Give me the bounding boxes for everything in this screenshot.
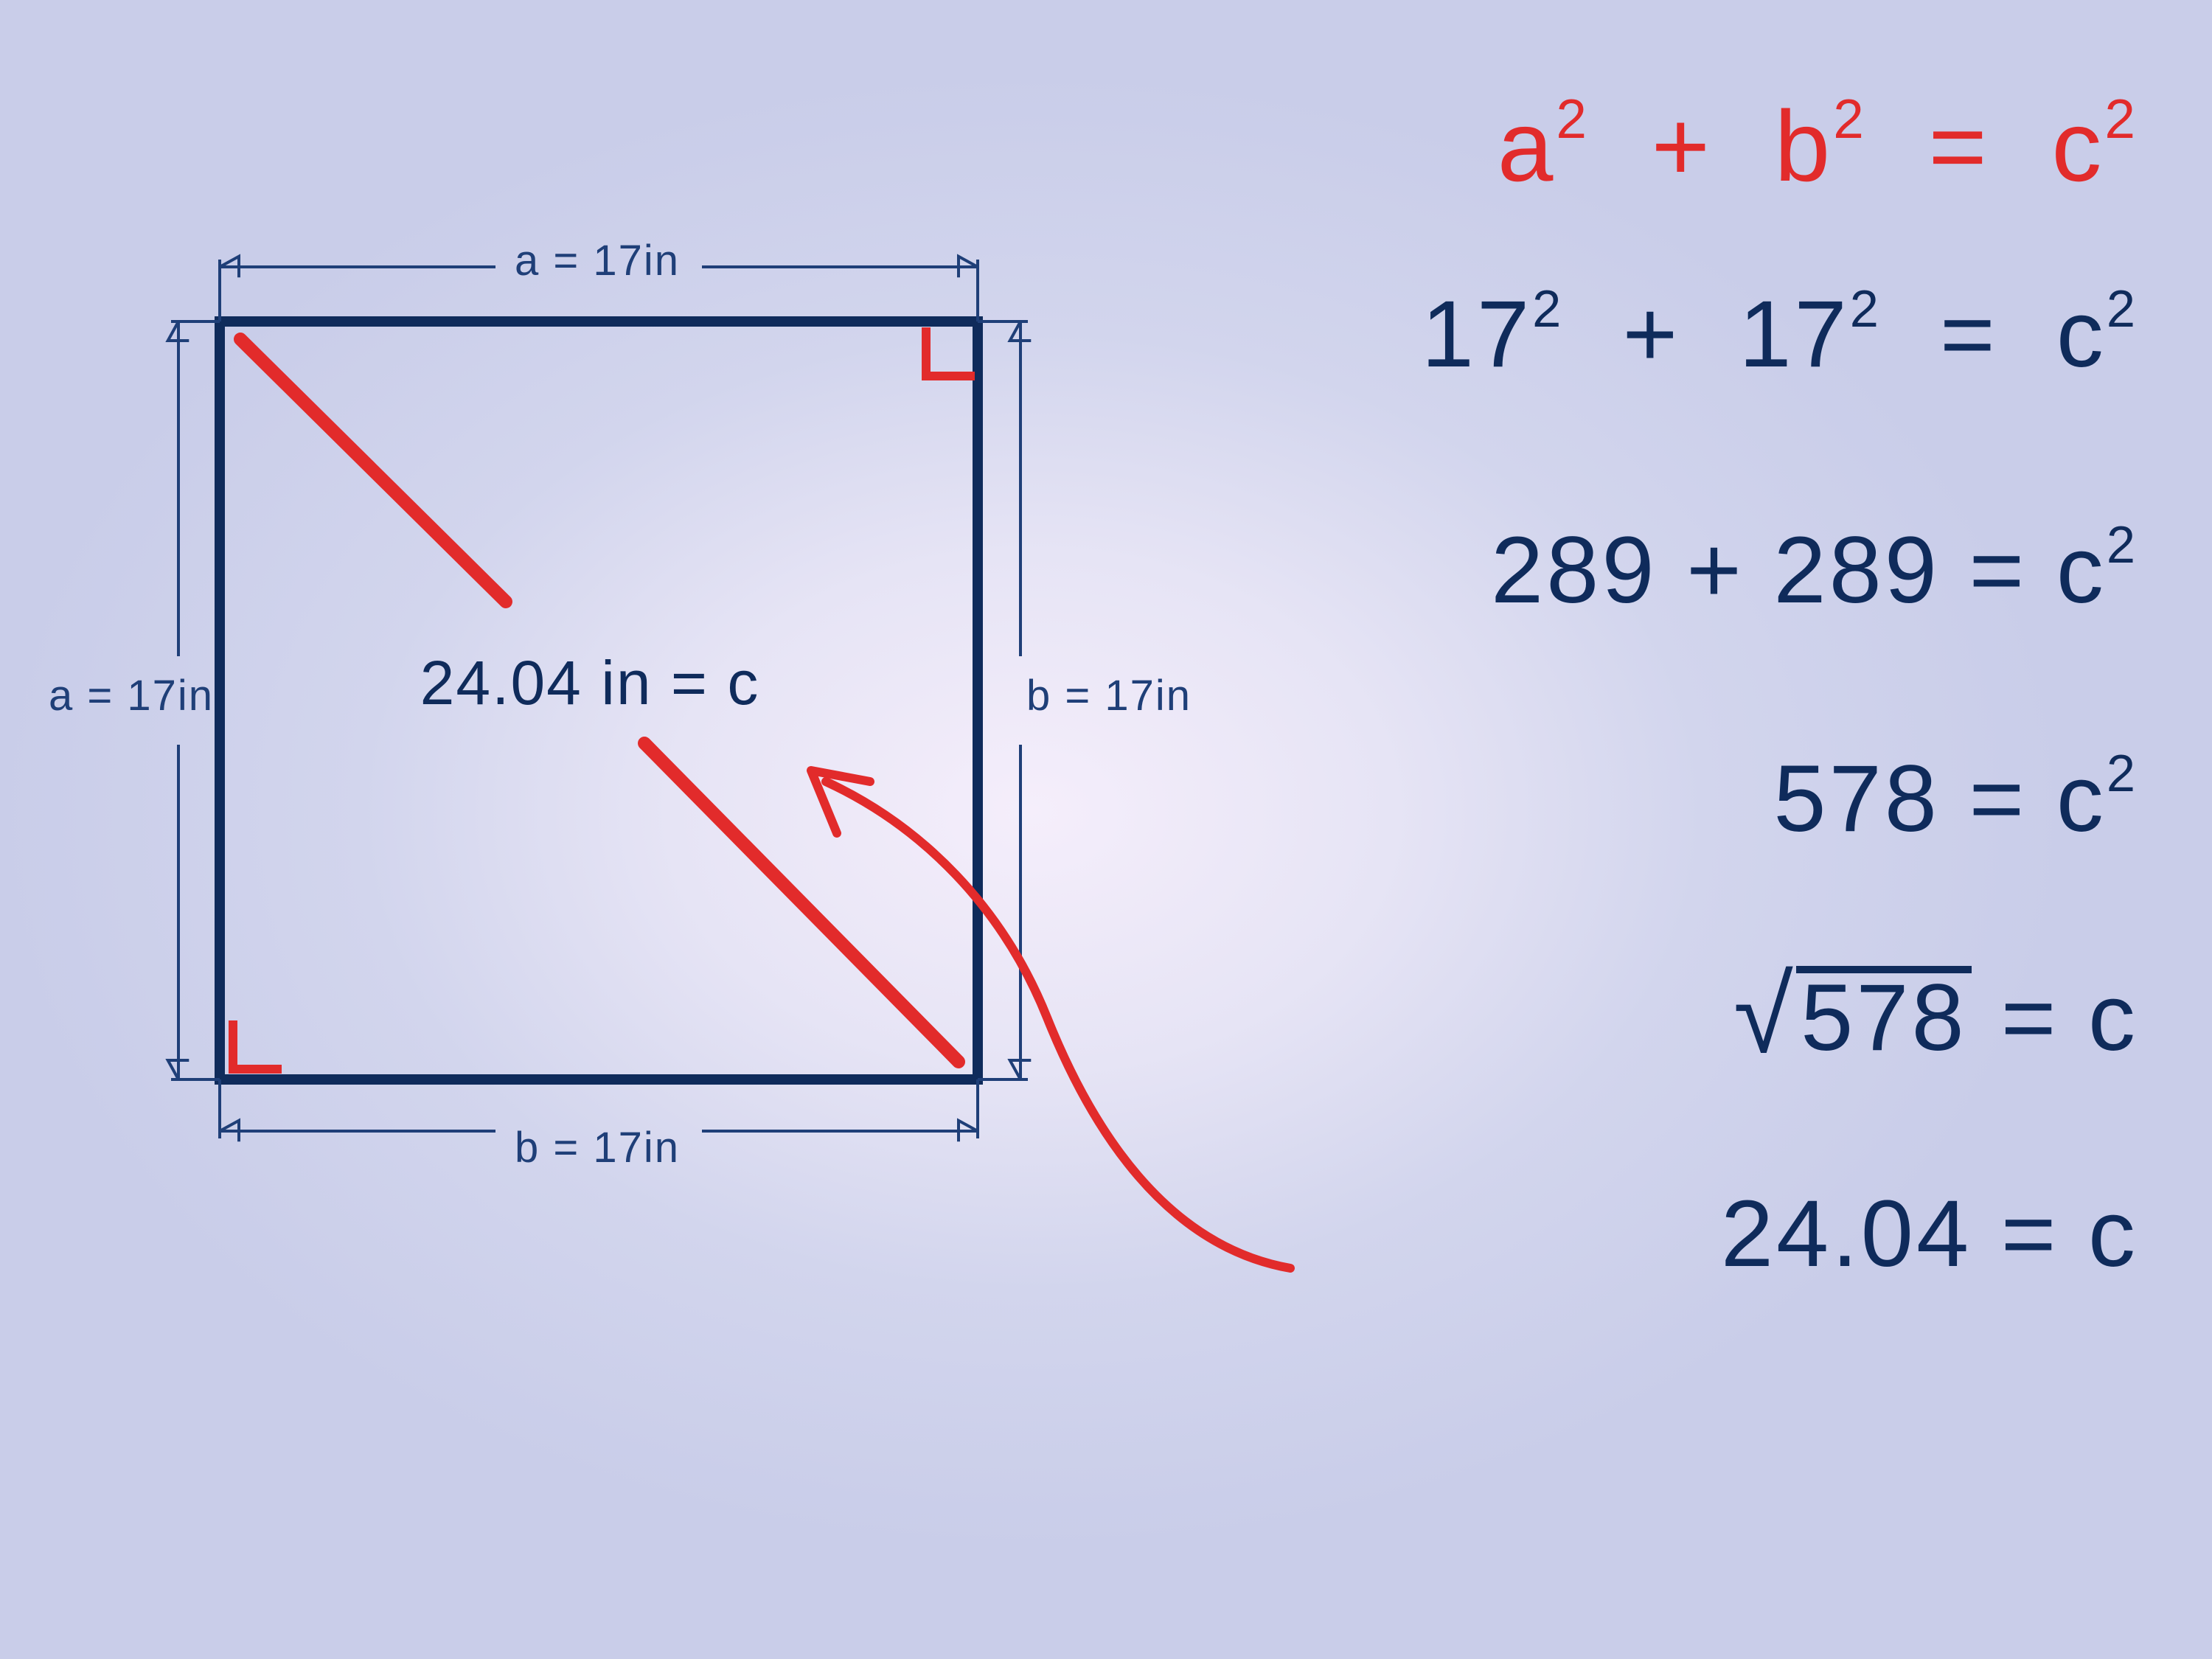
dim-right-label: b = 17in [1006, 671, 1212, 720]
diagonal-segment-1 [240, 339, 506, 602]
equation-line-2: 289 + 289 = c2 [1491, 516, 2138, 625]
right-angle-bottom-left [233, 1025, 277, 1069]
right-angle-top-right [926, 332, 970, 376]
equation-line-5: 24.04 = c [1721, 1180, 2138, 1288]
dim-top-label: a = 17in [479, 236, 715, 285]
dim-bottom-label: b = 17in [479, 1123, 715, 1172]
dim-left-label: a = 17in [28, 671, 234, 720]
equation-line-4: √578 = c [1733, 951, 2138, 1076]
equation-line-0: a2 + b2 = c2 [1498, 88, 2138, 204]
equation-line-1: 172 + 172 = c2 [1422, 280, 2138, 389]
pointer-arrow [826, 782, 1290, 1268]
equation-line-3: 578 = c2 [1773, 745, 2138, 853]
diagonal-segment-2 [644, 743, 959, 1062]
diagonal-label: 24.04 in = c [369, 647, 811, 719]
